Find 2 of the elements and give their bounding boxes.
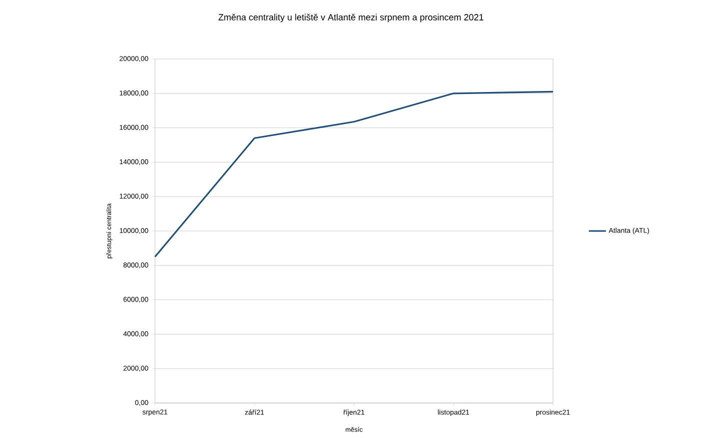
chart-title: Změna centrality u letiště v Atlantě mezi srpnem a prosincem 2021 — [218, 14, 484, 22]
line-series — [154, 90, 554, 258]
